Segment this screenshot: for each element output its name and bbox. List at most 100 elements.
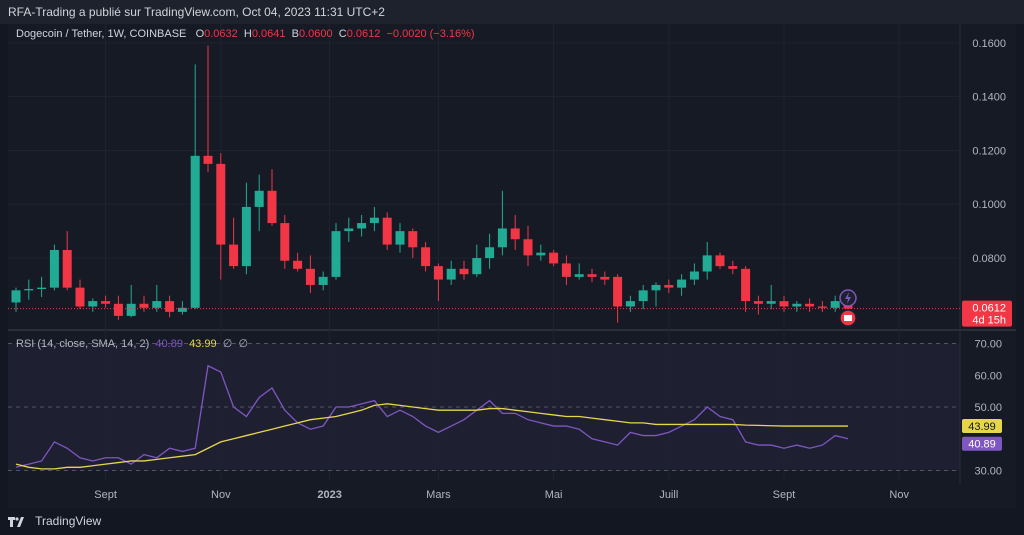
open-value: 0.0632 xyxy=(204,28,238,40)
candle-body xyxy=(165,301,175,312)
sma-badge xyxy=(962,419,1002,434)
candle-body xyxy=(229,244,239,267)
candle-body xyxy=(37,287,47,289)
candle-body xyxy=(293,260,303,269)
rsi-sma-line xyxy=(15,403,848,470)
candle xyxy=(11,287,21,312)
candle-body xyxy=(357,223,367,229)
candle xyxy=(689,263,699,285)
candle xyxy=(24,279,34,300)
footer: TradingView xyxy=(0,508,1024,535)
candle xyxy=(574,263,584,280)
candle-body xyxy=(113,303,123,316)
candle-body xyxy=(510,228,520,240)
candle xyxy=(433,263,443,302)
candle-body xyxy=(395,231,405,245)
candle xyxy=(459,260,469,280)
candle xyxy=(485,233,495,269)
candle xyxy=(139,295,149,312)
candle-body xyxy=(741,268,751,302)
rsi-sma-value: 43.99 xyxy=(189,338,217,350)
candle-body xyxy=(497,228,507,248)
candle xyxy=(728,260,738,275)
candle-body xyxy=(587,274,597,277)
close-value: 0.0612 xyxy=(346,28,381,40)
symbol-legend: Dogecoin / Tether, 1W, COINBASE O0.0632 … xyxy=(16,28,475,40)
candle xyxy=(101,295,111,308)
candle xyxy=(625,295,635,312)
rsi-tick-label: 50.00 xyxy=(974,402,1002,414)
candle xyxy=(613,274,623,323)
x-tick-label: Nov xyxy=(211,489,231,501)
candle xyxy=(702,241,712,280)
candle xyxy=(446,260,456,285)
rsi-label: RSI (14, close, SMA, 14, 2) xyxy=(16,338,150,350)
candle xyxy=(305,255,315,294)
candle xyxy=(817,301,827,312)
candle xyxy=(165,295,175,318)
candle xyxy=(651,282,661,307)
candle-body xyxy=(177,307,187,312)
candle xyxy=(587,268,597,283)
rsi-tick-label: 30.00 xyxy=(974,465,1002,477)
candle-body xyxy=(305,268,315,285)
candle-body xyxy=(574,274,584,277)
chart-svg[interactable]: 0.1600 0.1400 0.1200 0.1000 0.0800 70.00 60.00… xyxy=(0,0,1024,508)
candle xyxy=(318,271,328,291)
x-tick-label: Mars xyxy=(426,489,451,501)
candle-body xyxy=(689,271,699,280)
candle-body xyxy=(792,303,802,307)
candle xyxy=(395,223,405,253)
rsi-tick-label: 60.00 xyxy=(974,370,1002,382)
candle xyxy=(331,223,341,280)
rsi-tick-label: 70.00 xyxy=(974,339,1002,351)
candle xyxy=(830,295,840,312)
candle xyxy=(472,244,482,277)
candle xyxy=(152,284,162,312)
candle xyxy=(49,244,59,291)
candle xyxy=(382,212,392,250)
sma-badge-label: 43.99 xyxy=(968,421,996,433)
candle xyxy=(344,217,354,242)
rsi-pane xyxy=(15,364,849,470)
candle-body xyxy=(139,303,149,308)
last-price-badge xyxy=(962,300,1012,327)
candle-body xyxy=(459,268,469,275)
candle xyxy=(216,153,226,280)
candle xyxy=(766,284,776,310)
high-label: H xyxy=(243,28,252,40)
candle-body xyxy=(702,255,712,272)
price-tick-label: 0.1200 xyxy=(972,145,1006,157)
candle-body xyxy=(190,155,200,308)
low-label: B xyxy=(291,28,299,40)
candle-body xyxy=(421,247,431,267)
x-tick-label: Sept xyxy=(773,489,796,501)
open-label: O xyxy=(195,28,205,40)
candle-body xyxy=(267,190,277,224)
change-value: −0.0020 (−3.16%) xyxy=(386,28,475,40)
candle xyxy=(497,190,507,256)
chart-area[interactable] xyxy=(8,24,1016,508)
candle-body xyxy=(331,231,341,277)
candle-body xyxy=(11,290,21,303)
candle-body xyxy=(830,301,840,308)
low-value: 0.0600 xyxy=(298,28,333,40)
x-tick-label: Sept xyxy=(94,489,117,501)
candle xyxy=(190,64,200,310)
candle-body xyxy=(728,266,738,269)
candle xyxy=(62,231,72,291)
candle-body xyxy=(446,268,456,280)
candle-body xyxy=(408,231,418,248)
lightning-glyph xyxy=(845,292,851,304)
rsi-badge-label: 40.89 xyxy=(968,439,996,451)
candle xyxy=(113,295,123,320)
candle xyxy=(408,228,418,259)
rsi-value: 40.89 xyxy=(155,338,183,350)
candle xyxy=(664,279,674,294)
candle-body xyxy=(254,190,264,207)
candle-body xyxy=(433,266,443,280)
publisher-header: RFA-Trading a publié sur TradingView.com… xyxy=(0,0,1024,24)
rsi-extra-2: ∅ xyxy=(238,338,249,350)
candle xyxy=(126,284,136,318)
candle-body xyxy=(203,155,213,164)
